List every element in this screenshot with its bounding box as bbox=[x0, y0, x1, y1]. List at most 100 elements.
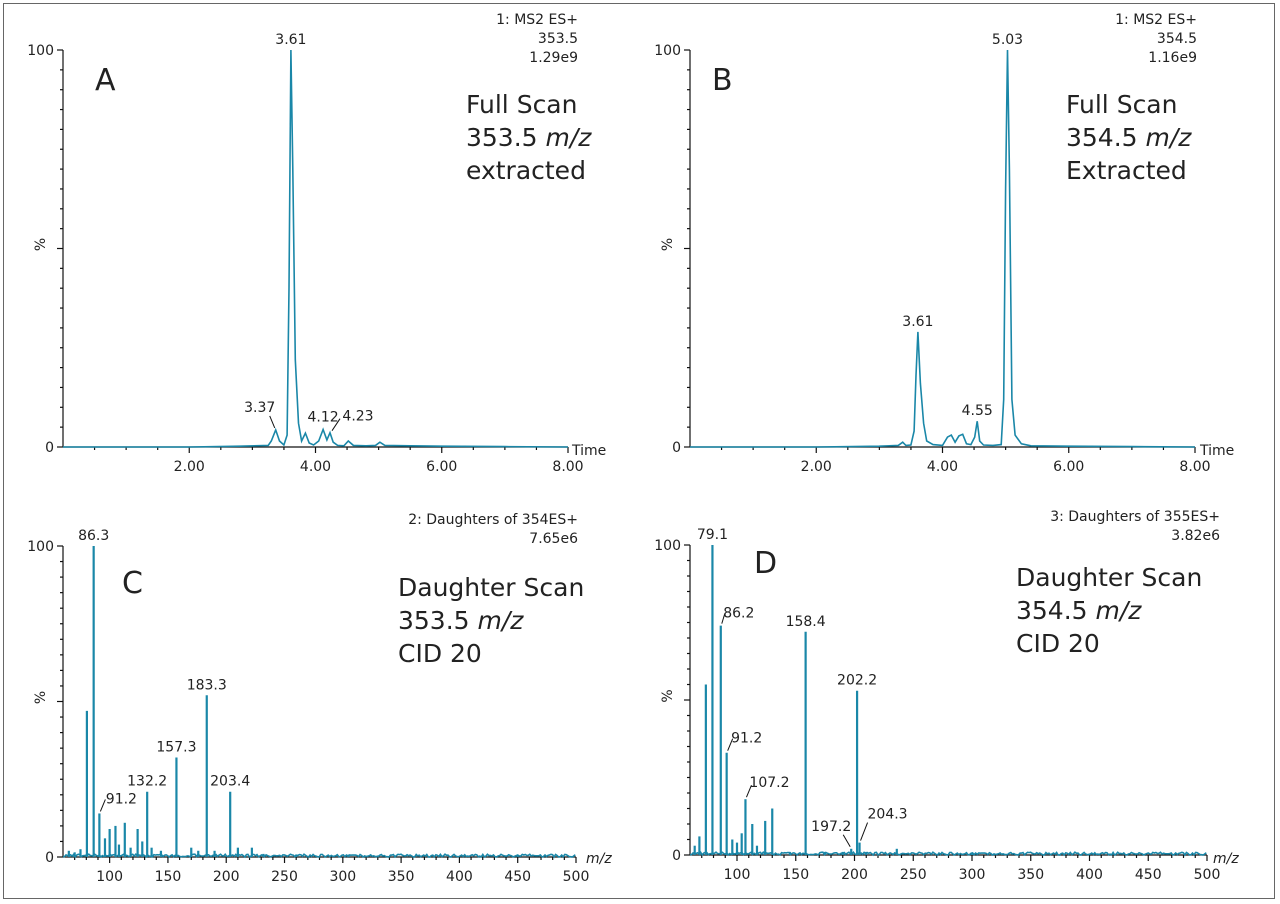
peak-label: 157.3 bbox=[156, 739, 196, 755]
x-tick-label: 6.00 bbox=[1053, 459, 1084, 475]
peak-label: 3.37 bbox=[244, 400, 275, 416]
x-tick-label: 150 bbox=[782, 867, 809, 883]
panel-header-line: 1: MS2 ES+ bbox=[1115, 12, 1197, 28]
y-axis-label: % bbox=[660, 238, 676, 251]
x-tick-label: 6.00 bbox=[426, 459, 457, 475]
chromatogram-trace bbox=[690, 49, 1196, 448]
peak-label-leader bbox=[269, 415, 276, 429]
peak-label-leader bbox=[721, 613, 726, 624]
peak-label: 86.3 bbox=[78, 528, 109, 544]
peak-label: 91.2 bbox=[106, 791, 137, 807]
peak-label: 86.2 bbox=[723, 606, 754, 622]
peak-label-leader bbox=[860, 822, 869, 841]
peak-label-leader bbox=[727, 738, 734, 751]
panel-header-line: 7.65e6 bbox=[529, 531, 578, 547]
x-tick-label: 350 bbox=[1017, 867, 1044, 883]
x-axis-label: Time bbox=[1199, 443, 1234, 459]
baseline-noise bbox=[689, 850, 1207, 857]
panel-header-line: 353.5 bbox=[538, 31, 578, 47]
y-tick-label: 0 bbox=[672, 440, 681, 456]
panel-header-line: 1.29e9 bbox=[529, 50, 578, 66]
x-tick-label: 450 bbox=[504, 869, 531, 885]
panel-note-line: 353.5 m/z bbox=[398, 606, 524, 635]
y-tick-label: 100 bbox=[654, 538, 681, 554]
peak-label: 5.03 bbox=[992, 32, 1023, 48]
panel-note-line: Daughter Scan bbox=[1016, 563, 1202, 592]
x-tick-label: 250 bbox=[271, 869, 298, 885]
x-axis-label: Time bbox=[571, 443, 606, 459]
y-axis-label: % bbox=[660, 689, 676, 702]
panel-letter: B bbox=[712, 63, 733, 98]
panel-note-line: 353.5 m/z bbox=[466, 123, 592, 152]
peak-label-leader bbox=[842, 834, 851, 848]
panel-note-line: 354.5 m/z bbox=[1066, 123, 1192, 152]
panel-note-line: 354.5 m/z bbox=[1016, 596, 1142, 625]
x-tick-label: 400 bbox=[446, 869, 473, 885]
peak-label: 204.3 bbox=[868, 807, 908, 823]
peak-label: 91.2 bbox=[731, 731, 762, 747]
peak-label: 132.2 bbox=[127, 774, 167, 790]
x-tick-label: 450 bbox=[1135, 867, 1162, 883]
peak-label: 4.12 bbox=[307, 410, 338, 426]
x-tick-label: 4.00 bbox=[300, 459, 331, 475]
x-tick-label: 150 bbox=[155, 869, 182, 885]
x-tick-label: 2.00 bbox=[801, 459, 832, 475]
peak-label: 3.61 bbox=[275, 32, 306, 48]
y-tick-label: 100 bbox=[27, 43, 54, 59]
peak-label: 183.3 bbox=[187, 677, 227, 693]
y-tick-label: 100 bbox=[27, 539, 54, 555]
chromatogram-trace bbox=[63, 49, 569, 448]
panel-note-line: CID 20 bbox=[398, 639, 482, 668]
panel-note-line: Extracted bbox=[1066, 156, 1187, 185]
peak-label: 79.1 bbox=[697, 527, 728, 543]
x-tick-label: 400 bbox=[1076, 867, 1103, 883]
peak-label: 107.2 bbox=[749, 775, 789, 791]
peak-label: 3.61 bbox=[902, 314, 933, 330]
panel-letter: D bbox=[754, 546, 777, 581]
panel-header-line: 3: Daughters of 355ES+ bbox=[1050, 509, 1220, 525]
y-tick-label: 0 bbox=[672, 848, 681, 864]
x-tick-label: 250 bbox=[900, 867, 927, 883]
x-tick-label: 200 bbox=[841, 867, 868, 883]
x-tick-label: 500 bbox=[563, 869, 590, 885]
peak-label-leader bbox=[99, 799, 106, 812]
panel-note-line: Full Scan bbox=[1066, 90, 1177, 119]
y-tick-label: 0 bbox=[45, 440, 54, 456]
panel-header-line: 2: Daughters of 354ES+ bbox=[408, 512, 578, 528]
y-tick-label: 0 bbox=[45, 850, 54, 866]
y-tick-label: 100 bbox=[654, 43, 681, 59]
x-tick-label: 100 bbox=[724, 867, 751, 883]
peak-label: 203.4 bbox=[210, 774, 250, 790]
x-tick-label: 300 bbox=[329, 869, 356, 885]
peak-label-leader bbox=[331, 418, 341, 431]
panel-letter: A bbox=[95, 63, 116, 98]
panel-header-line: 3.82e6 bbox=[1171, 528, 1220, 544]
panel-header-line: 1: MS2 ES+ bbox=[496, 12, 578, 28]
x-axis-label: m/z bbox=[1213, 851, 1239, 867]
panel-note-line: CID 20 bbox=[1016, 629, 1100, 658]
peak-label: 4.23 bbox=[342, 409, 373, 425]
peak-label: 158.4 bbox=[786, 614, 826, 630]
peak-label: 197.2 bbox=[811, 819, 851, 835]
x-tick-label: 8.00 bbox=[552, 459, 583, 475]
x-axis-label: m/z bbox=[586, 851, 612, 867]
x-tick-label: 350 bbox=[388, 869, 415, 885]
x-tick-label: 300 bbox=[959, 867, 986, 883]
panel-header-line: 354.5 bbox=[1157, 31, 1197, 47]
y-axis-label: % bbox=[33, 691, 49, 704]
figure-frame bbox=[3, 3, 1275, 899]
x-tick-label: 100 bbox=[96, 869, 123, 885]
panel-note-line: Full Scan bbox=[466, 90, 577, 119]
panel-c: 100% 0 100 150 200 250 300 350 400 450 500 m/z 2: Da… bbox=[27, 512, 612, 885]
x-tick-label: 500 bbox=[1194, 867, 1221, 883]
x-tick-label: 8.00 bbox=[1179, 459, 1210, 475]
y-axis-label: % bbox=[33, 238, 49, 251]
peak-label: 202.2 bbox=[837, 673, 877, 689]
x-tick-label: 2.00 bbox=[174, 459, 205, 475]
peak-label: 4.55 bbox=[962, 403, 993, 419]
panel-header-line: 1.16e9 bbox=[1148, 50, 1197, 66]
peak-label-leader bbox=[745, 785, 752, 798]
